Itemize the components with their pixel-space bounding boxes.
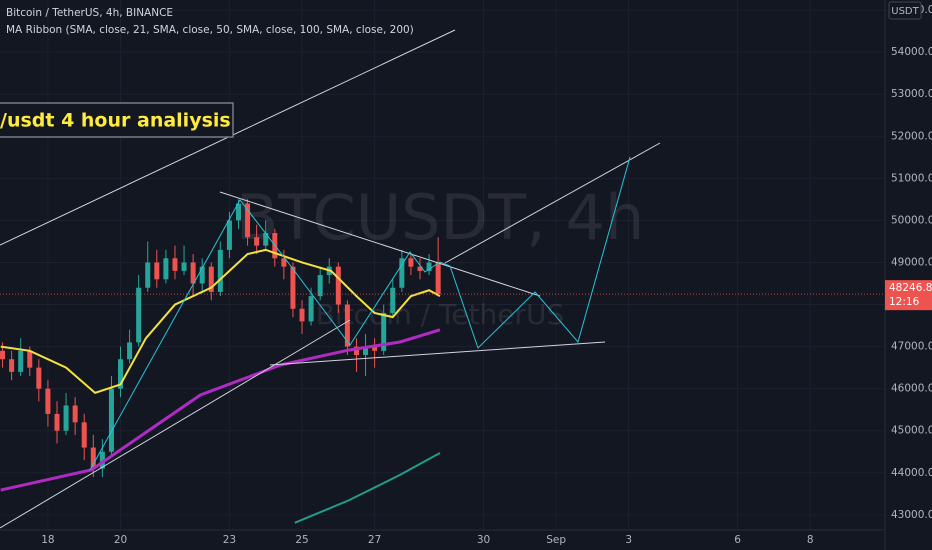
candle-body [299, 308, 305, 322]
grid [0, 0, 885, 530]
candle-body [36, 367, 42, 389]
candle-body [417, 266, 423, 271]
candle-body [217, 249, 223, 292]
last-price-label: 48246.84 [889, 282, 932, 294]
candle-body [335, 266, 341, 305]
x-tick-label: 6 [734, 534, 741, 546]
candle-body [199, 266, 205, 284]
marks [0, 199, 885, 524]
y-tick-label: 46000.00 [891, 383, 932, 395]
candle-body [63, 405, 69, 431]
last-price-badge [885, 280, 932, 311]
countdown-label: 12:16 [889, 296, 920, 308]
candle-body [308, 296, 314, 322]
candle-body [235, 203, 241, 221]
candle-body [0, 350, 6, 360]
y-tick-label: 54000.00 [891, 46, 932, 58]
trend-line [269, 341, 606, 366]
candle-body [181, 262, 187, 271]
candle-body [344, 304, 350, 347]
x-tick-label: 18 [41, 534, 54, 546]
candle-body [390, 287, 396, 313]
candle-body [208, 266, 214, 292]
annotation-box: /usdt 4 hour analiysis [0, 102, 234, 138]
candle-body [372, 346, 378, 351]
candle-body [99, 451, 105, 469]
x-tick-label: 27 [368, 534, 381, 546]
candle-body [381, 312, 387, 351]
chart-title: Bitcoin / TetherUS, 4h, BINANCE [6, 7, 173, 19]
x-tick-label: Sep [546, 534, 566, 546]
candle-body [426, 262, 432, 271]
indicator-label: MA Ribbon (SMA, close, 21, SMA, close, 5… [6, 24, 414, 36]
candle-body [281, 258, 287, 267]
y-tick-label: 44000.00 [891, 467, 932, 479]
moving-average-line [0, 248, 441, 395]
y-tick-label: 47000.00 [891, 341, 932, 353]
trend-line [219, 191, 541, 297]
y-tick-label: 50000.00 [891, 214, 932, 226]
candle-body [72, 405, 78, 423]
y-tick-label: 49000.00 [891, 256, 932, 268]
candle-body [290, 266, 296, 309]
candle-body [163, 258, 169, 280]
x-tick-label: 8 [807, 534, 814, 546]
x-tick-label: 30 [477, 534, 490, 546]
y-tick-label: 43000.00 [891, 509, 932, 521]
candle-body [190, 262, 196, 284]
x-tick-label: 3 [625, 534, 632, 546]
y-tick-label: 51000.00 [891, 172, 932, 184]
candle-body [81, 422, 87, 448]
candle-body [245, 203, 251, 238]
axes: 43000.00 44000.00 45000.00 46000.00 47000.00… [41, 1, 932, 546]
y-tick-label: 52000.00 [891, 130, 932, 142]
annotation: /usdt 4 hour analiysis [0, 110, 231, 132]
candle-body [435, 262, 441, 295]
x-tick-label: 20 [114, 534, 127, 546]
candle-body [263, 233, 269, 246]
trend-line [444, 142, 661, 264]
watermark-subtitle: Bitcoin / TetherUS [316, 298, 565, 331]
candle-body [54, 413, 60, 431]
trend-line [0, 319, 351, 529]
candle-body [254, 237, 260, 246]
candle-body [408, 258, 414, 267]
candle-body [399, 258, 405, 288]
candle-body [18, 350, 24, 372]
candle-body [45, 388, 51, 414]
y-tick-label: 53000.00 [891, 88, 932, 100]
candle-body [118, 359, 124, 389]
candle-body [353, 346, 359, 356]
moving-average-line [294, 452, 441, 524]
projection-path [89, 156, 631, 471]
candle-body [172, 258, 178, 271]
candle-body [108, 388, 114, 452]
candle-body [90, 447, 96, 469]
candle-body [136, 287, 142, 343]
currency-badge [888, 1, 922, 20]
candle-body [154, 262, 160, 280]
moving-average-line [0, 328, 441, 492]
currency-label: USDT [891, 6, 919, 17]
candle-body [145, 262, 151, 288]
candle-body [363, 346, 369, 356]
y-tick-label: 45000.00 [891, 425, 932, 437]
candle-body [27, 350, 33, 368]
candle-body [317, 275, 323, 297]
x-tick-label: 25 [295, 534, 308, 546]
x-tick-label: 23 [223, 534, 236, 546]
annotation-frame [0, 102, 234, 138]
candle-body [127, 342, 133, 360]
candle-body [9, 359, 15, 372]
watermark: BTCUSDT, 4h [236, 181, 645, 254]
candle-body [226, 220, 232, 250]
